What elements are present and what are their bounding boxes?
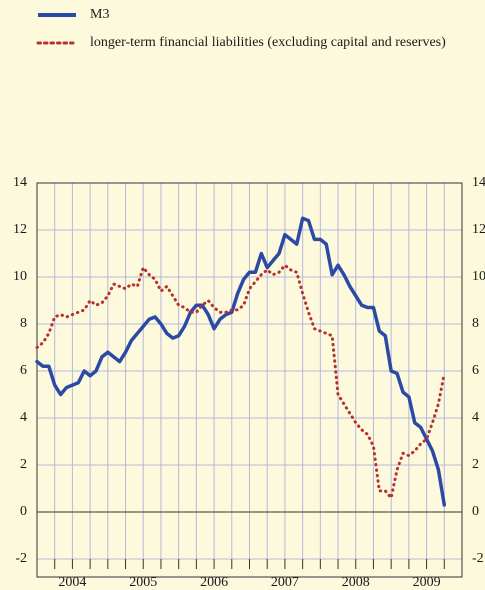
y2-tick-label: 6 xyxy=(472,363,479,378)
y-tick-label: 0 xyxy=(20,504,27,519)
x-tick-label: 2005 xyxy=(129,575,157,590)
plot-frame xyxy=(36,182,463,578)
x-tick-label: 2004 xyxy=(58,575,86,590)
y2-tick-label: 12 xyxy=(472,222,485,237)
y-tick-label: -2 xyxy=(15,551,27,566)
y-tick-label: 14 xyxy=(13,175,27,190)
legend-label: M3 xyxy=(90,7,110,22)
y-tick-label: 4 xyxy=(20,410,27,425)
y2-tick-label: 10 xyxy=(472,269,485,284)
x-tick-label: 2009 xyxy=(413,575,441,590)
y-tick-label: 8 xyxy=(20,316,27,331)
series-line xyxy=(35,263,446,500)
y-tick-label: 10 xyxy=(13,269,27,284)
x-tick-label: 2008 xyxy=(342,575,370,590)
y2-tick-label: 14 xyxy=(472,175,485,190)
y2-tick-label: 4 xyxy=(472,410,479,425)
y2-tick-label: -2 xyxy=(472,551,484,566)
y-tick-label: 6 xyxy=(20,363,27,378)
x-tick-label: 2007 xyxy=(271,575,299,590)
x-tick-label: 2006 xyxy=(200,575,228,590)
y-tick-label: 2 xyxy=(20,457,27,472)
y-tick-label: 12 xyxy=(13,222,27,237)
series-line xyxy=(35,216,447,507)
y2-tick-label: 2 xyxy=(472,457,479,472)
y2-tick-label: 8 xyxy=(472,316,479,331)
y2-tick-label: 0 xyxy=(472,504,479,519)
legend-label: longer-term financial liabilities (exclu… xyxy=(90,35,446,50)
